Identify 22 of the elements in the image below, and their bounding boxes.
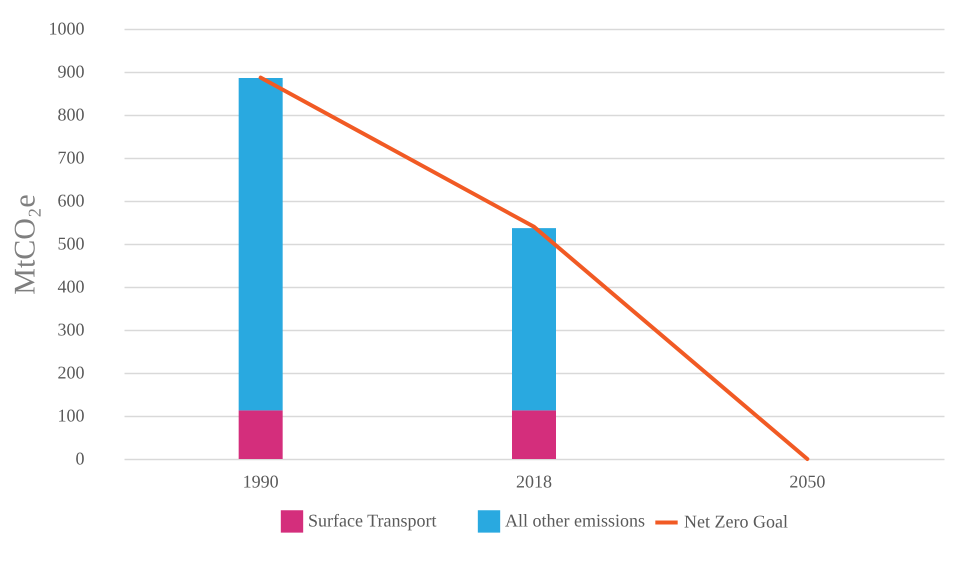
y-tick-label: 400	[58, 276, 84, 296]
y-tick-label: 800	[58, 104, 84, 124]
legend-label: Surface Transport	[308, 510, 436, 530]
x-tick-label: 1990	[242, 472, 279, 492]
x-tick-label: 2018	[516, 472, 552, 492]
y-tick-label: 500	[58, 234, 84, 254]
bar	[238, 410, 283, 459]
y-tick-label: 300	[58, 320, 84, 340]
bar	[512, 228, 556, 410]
x-tick-label: 2050	[789, 472, 826, 492]
legend-label: All other emissions	[505, 510, 645, 530]
y-tick-label: 600	[58, 190, 84, 210]
y-tick-label: 900	[58, 62, 84, 82]
y-tick-label: 100	[58, 406, 84, 426]
y-axis-title: MtCO₂e	[8, 194, 42, 295]
y-tick-label: 700	[58, 148, 84, 168]
y-tick-label: 0	[76, 448, 84, 468]
y-tick-label: 1000	[48, 18, 84, 38]
legend-label: Net Zero Goal	[684, 512, 788, 532]
bar	[512, 410, 556, 459]
bar	[238, 78, 283, 410]
y-tick-label: 200	[58, 362, 84, 382]
